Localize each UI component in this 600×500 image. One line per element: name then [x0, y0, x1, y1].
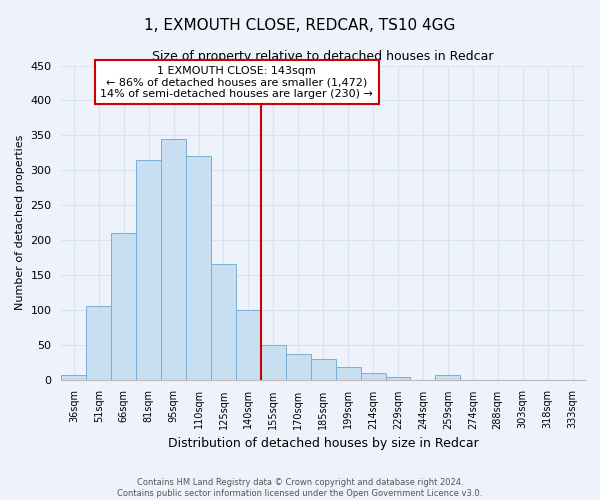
Text: 1, EXMOUTH CLOSE, REDCAR, TS10 4GG: 1, EXMOUTH CLOSE, REDCAR, TS10 4GG [145, 18, 455, 32]
Bar [436, 374, 460, 380]
Title: Size of property relative to detached houses in Redcar: Size of property relative to detached ho… [152, 50, 494, 63]
Bar [161, 139, 186, 380]
Bar [311, 360, 335, 380]
Bar [61, 374, 86, 380]
Bar [186, 156, 211, 380]
Bar [236, 310, 261, 380]
Bar [361, 374, 386, 380]
Bar [211, 264, 236, 380]
Bar [136, 160, 161, 380]
Bar [386, 378, 410, 380]
X-axis label: Distribution of detached houses by size in Redcar: Distribution of detached houses by size … [168, 437, 479, 450]
Text: 1 EXMOUTH CLOSE: 143sqm
← 86% of detached houses are smaller (1,472)
14% of semi: 1 EXMOUTH CLOSE: 143sqm ← 86% of detache… [100, 66, 373, 99]
Bar [111, 233, 136, 380]
Text: Contains HM Land Registry data © Crown copyright and database right 2024.
Contai: Contains HM Land Registry data © Crown c… [118, 478, 482, 498]
Bar [86, 306, 111, 380]
Y-axis label: Number of detached properties: Number of detached properties [15, 135, 25, 310]
Bar [261, 344, 286, 380]
Bar [286, 354, 311, 380]
Bar [335, 367, 361, 380]
